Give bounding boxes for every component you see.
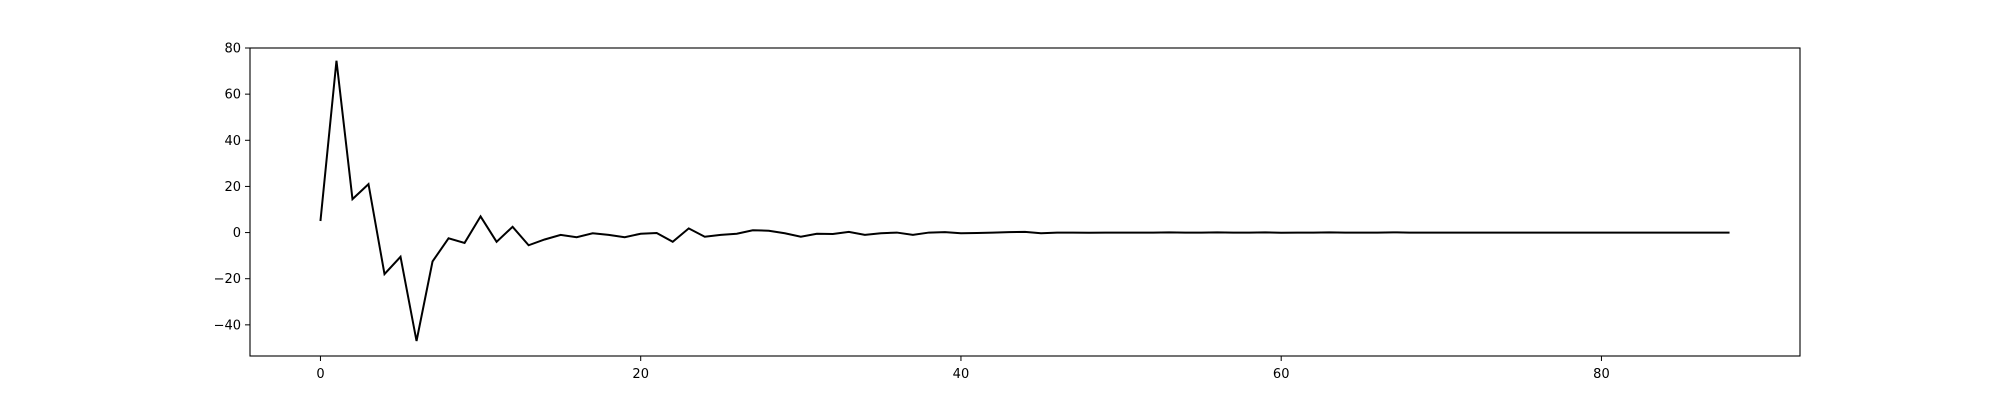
x-tick-label: 60 bbox=[1273, 367, 1290, 382]
series-line-0 bbox=[319, 60, 1730, 342]
y-tick-label: −20 bbox=[214, 272, 241, 287]
y-tick-label: 60 bbox=[224, 88, 241, 103]
x-tick-label: 80 bbox=[1593, 367, 1610, 382]
plot-frame bbox=[249, 47, 1801, 357]
y-tick-label: 80 bbox=[224, 42, 241, 57]
x-tick-label: 20 bbox=[632, 367, 649, 382]
x-axis: 0 20 40 60 80 bbox=[316, 356, 1610, 382]
y-tick-label: −40 bbox=[214, 318, 241, 333]
y-tick-label: 0 bbox=[233, 226, 241, 241]
x-tick-label: 40 bbox=[953, 367, 970, 382]
y-tick-label: 20 bbox=[224, 180, 241, 195]
x-tick-label: 0 bbox=[316, 367, 324, 382]
y-tick-label: 40 bbox=[224, 134, 241, 149]
plot-area bbox=[319, 60, 1730, 342]
y-axis: −40 −20 0 20 40 60 80 bbox=[214, 42, 250, 333]
